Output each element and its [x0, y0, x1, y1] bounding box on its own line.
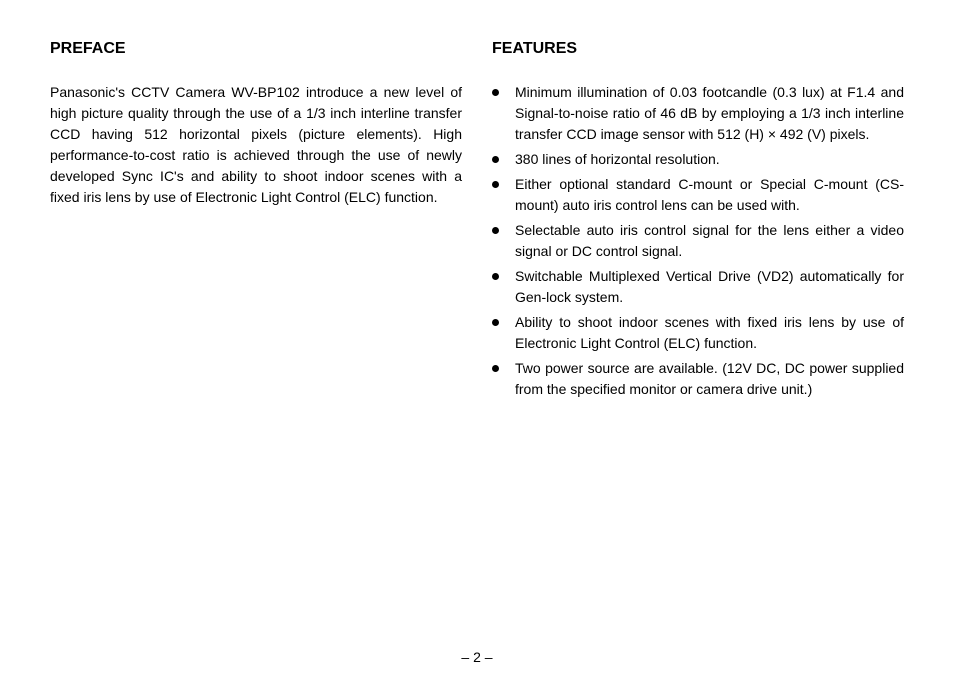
features-item-text: Either optional standard C-mount or Spec…	[515, 174, 904, 216]
bullet-icon	[492, 365, 499, 372]
bullet-icon	[492, 273, 499, 280]
features-item: Either optional standard C-mount or Spec…	[492, 174, 904, 216]
features-item: Minimum illumination of 0.03 footcandle …	[492, 82, 904, 145]
document-page: PREFACE Panasonic's CCTV Camera WV-BP102…	[0, 0, 954, 689]
two-column-layout: PREFACE Panasonic's CCTV Camera WV-BP102…	[50, 40, 904, 404]
bullet-icon	[492, 156, 499, 163]
features-list: Minimum illumination of 0.03 footcandle …	[492, 82, 904, 400]
features-column: FEATURES Minimum illumination of 0.03 fo…	[492, 40, 904, 404]
features-item: 380 lines of horizontal resolution.	[492, 149, 904, 170]
features-item-text: Switchable Multiplexed Vertical Drive (V…	[515, 266, 904, 308]
features-item-text: Selectable auto iris control signal for …	[515, 220, 904, 262]
preface-column: PREFACE Panasonic's CCTV Camera WV-BP102…	[50, 40, 462, 404]
features-heading: FEATURES	[492, 40, 904, 58]
bullet-icon	[492, 319, 499, 326]
features-item: Ability to shoot indoor scenes with fixe…	[492, 312, 904, 354]
features-item-text: Two power source are available. (12V DC,…	[515, 358, 904, 400]
features-item-text: Ability to shoot indoor scenes with fixe…	[515, 312, 904, 354]
features-item-text: 380 lines of horizontal resolution.	[515, 149, 904, 170]
features-item: Switchable Multiplexed Vertical Drive (V…	[492, 266, 904, 308]
features-item-text: Minimum illumination of 0.03 footcandle …	[515, 82, 904, 145]
preface-body: Panasonic's CCTV Camera WV-BP102 introdu…	[50, 82, 462, 208]
bullet-icon	[492, 181, 499, 188]
features-item: Two power source are available. (12V DC,…	[492, 358, 904, 400]
bullet-icon	[492, 89, 499, 96]
page-number: – 2 –	[0, 649, 954, 665]
features-item: Selectable auto iris control signal for …	[492, 220, 904, 262]
preface-heading: PREFACE	[50, 40, 462, 58]
bullet-icon	[492, 227, 499, 234]
